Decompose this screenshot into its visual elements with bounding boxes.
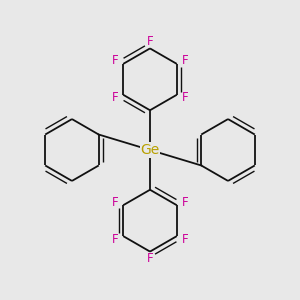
Text: F: F (112, 232, 118, 246)
Text: F: F (112, 196, 118, 209)
Text: F: F (112, 54, 118, 68)
Text: F: F (182, 232, 188, 246)
Text: F: F (182, 91, 188, 104)
Text: F: F (182, 196, 188, 209)
Text: F: F (147, 35, 153, 48)
Text: Ge: Ge (140, 143, 160, 157)
Text: F: F (147, 252, 153, 265)
Text: F: F (112, 91, 118, 104)
Text: F: F (182, 54, 188, 68)
